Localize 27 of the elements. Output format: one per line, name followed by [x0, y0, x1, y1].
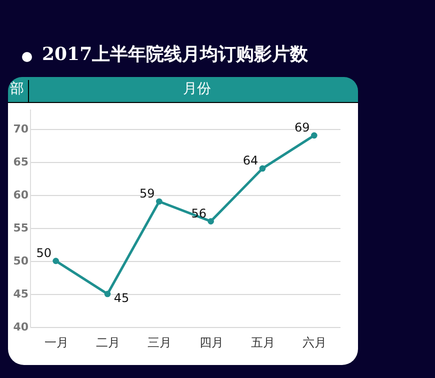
y-tick-label: 70 [13, 122, 29, 136]
data-label: 59 [140, 186, 155, 200]
y-tick-label: 40 [13, 320, 29, 334]
y-axis-title: 部 [10, 80, 29, 102]
y-tick-label: 60 [13, 188, 29, 202]
x-tick-label: 二月 [96, 336, 120, 350]
x-tick-label: 三月 [148, 336, 172, 350]
data-label: 50 [36, 246, 52, 260]
x-axis-title: 月份 [182, 80, 212, 98]
point [104, 290, 111, 298]
y-tick-label: 50 [13, 254, 29, 268]
point [311, 132, 318, 139]
data-label: 45 [114, 290, 130, 305]
chart-title: 2017上半年院线月均订购影片数 [42, 43, 308, 66]
point [208, 218, 214, 224]
x-tick-label: 四月 [199, 336, 224, 350]
x-tick-label: 六月 [302, 336, 327, 350]
data-label: 69 [294, 120, 310, 134]
x-tick-label: 一月 [44, 336, 68, 350]
y-tick-label: 65 [13, 155, 28, 168]
y-tick-label: 45 [13, 287, 28, 300]
data-label: 64 [242, 153, 258, 168]
point [259, 165, 266, 172]
x-tick-label: 五月 [251, 336, 275, 350]
point [52, 258, 59, 264]
point [156, 198, 162, 205]
y-tick-label: 55 [13, 221, 28, 234]
